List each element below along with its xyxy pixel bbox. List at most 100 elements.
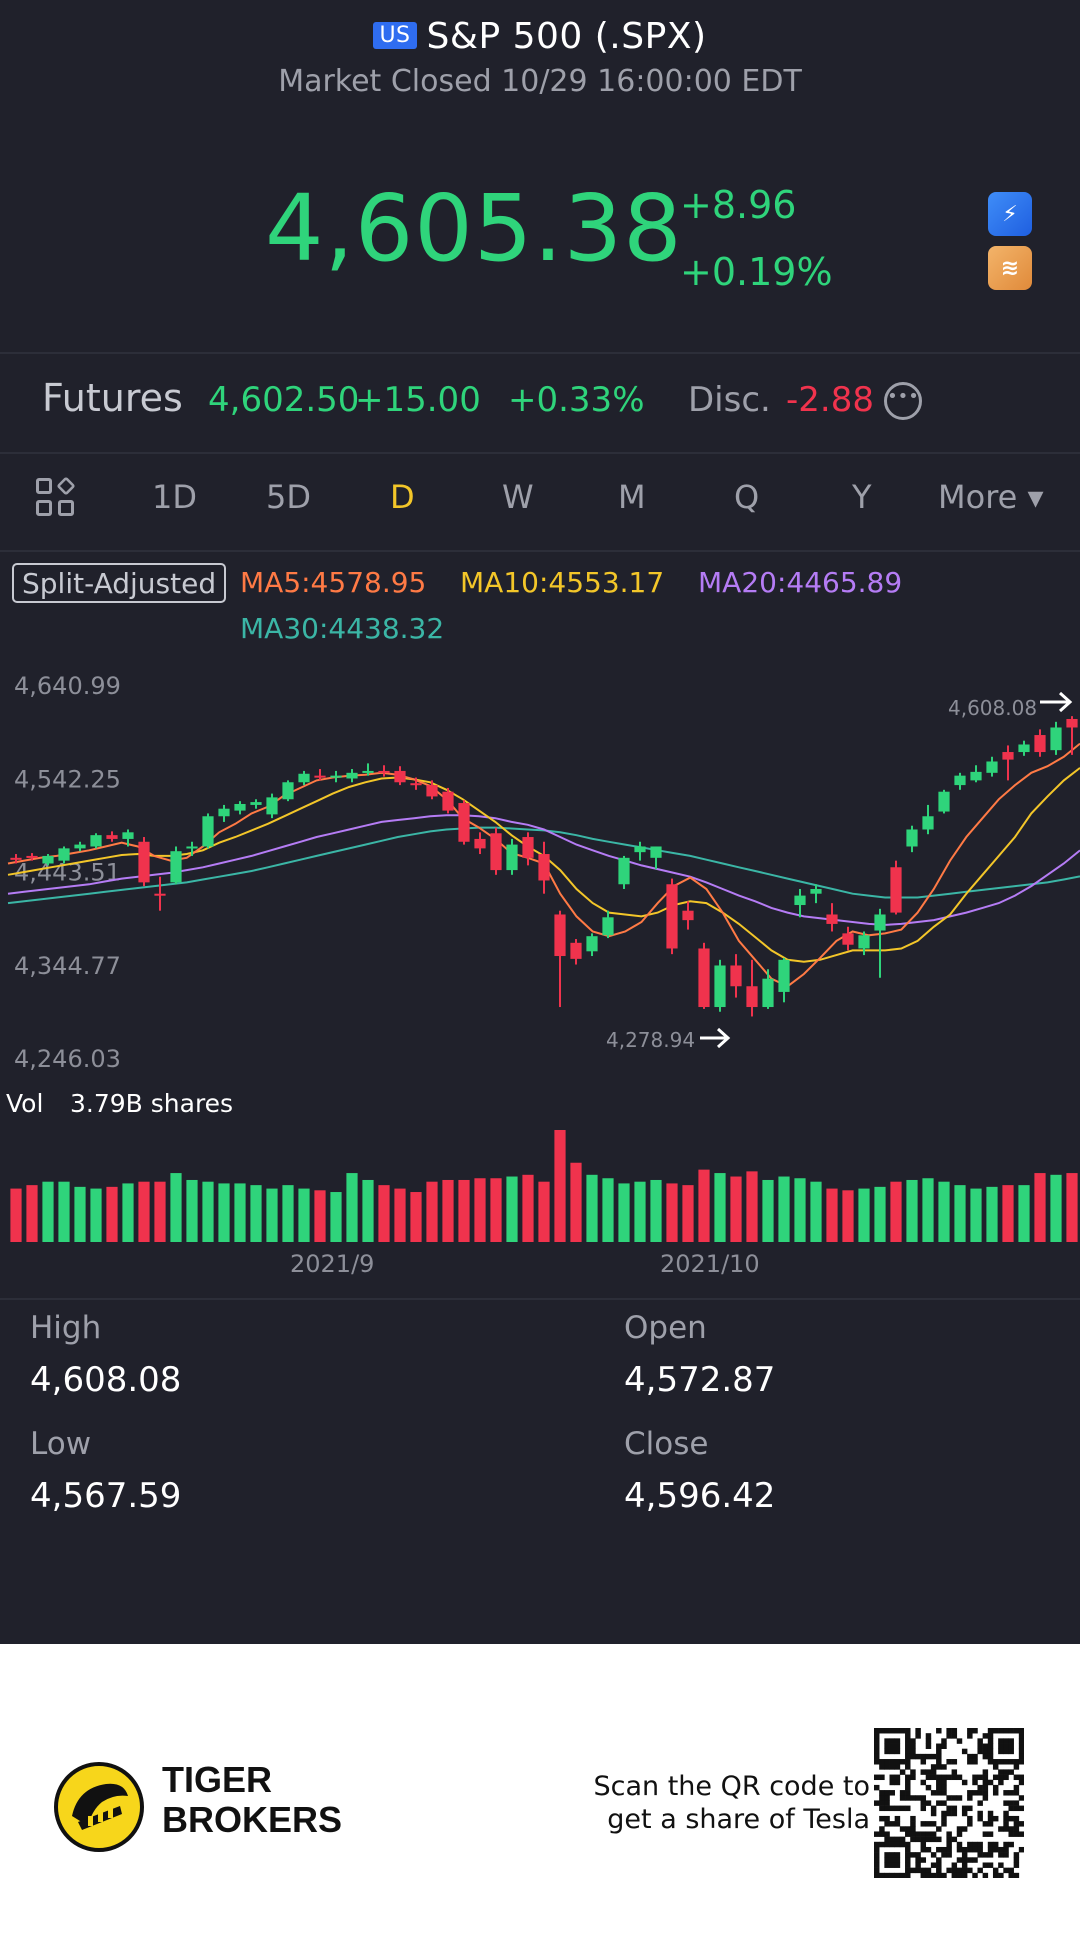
qr-module [905,1846,911,1853]
qr-module [920,1753,927,1760]
qr-module [936,1846,942,1853]
qr-module [967,1733,973,1739]
volume-bar [890,1181,902,1242]
qr-module [961,1857,968,1863]
qr-module [874,1753,880,1760]
qr-module [874,1872,880,1878]
qr-module [1003,1774,1009,1781]
qr-module [920,1759,927,1765]
qr-module [951,1774,958,1781]
qr-module [977,1748,983,1755]
divider [0,550,1080,552]
ma20-legend: MA20:4465.89 [698,566,903,599]
qr-module [894,1738,901,1744]
qr-module [998,1743,1004,1749]
qr-module [987,1821,994,1827]
candle-body [186,846,198,849]
qr-module [936,1862,942,1868]
qr-module [972,1759,978,1765]
qr-module [1003,1846,1009,1853]
qr-module [884,1764,890,1770]
qr-module [905,1779,911,1786]
qr-module [936,1867,942,1874]
qr-module [998,1846,1004,1853]
more-options-icon[interactable]: ••• [884,382,922,420]
futures-row[interactable]: Futures 4,602.50 +15.00 +0.33% Disc. -2.… [0,372,1080,432]
split-adjusted-toggle[interactable]: Split-Adjusted [12,563,227,603]
qr-module [992,1759,999,1765]
candle-body [954,775,966,786]
qr-module [1003,1769,1009,1775]
qr-module [946,1805,952,1812]
qr-module [879,1805,885,1812]
qr-module [910,1836,916,1843]
period-tabs: 1D 5D D W M Q Y More ▾ [0,470,1080,530]
candle-body [90,835,102,847]
volume-bar [746,1171,758,1242]
qr-module [920,1872,927,1878]
volume-bar [1050,1174,1062,1242]
x-axis-label: 2021/9 [290,1250,374,1278]
volume-bar [26,1185,38,1242]
tab-1d[interactable]: 1D [152,478,197,516]
ohlc-stats: High 4,608.08 Open 4,572.87 Low 4,567.59… [0,1300,1080,1640]
low-arrow-icon [700,1027,731,1049]
volume-bar [826,1188,838,1242]
qr-module [894,1728,901,1734]
y-tick-label: 4,640.99 [14,672,121,700]
volume-bar [778,1176,790,1242]
y-tick-label: 4,542.25 [14,765,121,793]
qr-module [899,1805,906,1812]
layers-icon[interactable]: ≋ [988,246,1032,290]
tab-5d[interactable]: 5D [266,478,311,516]
qr-module [920,1795,927,1801]
qr-module [936,1784,942,1791]
qr-module [874,1774,880,1781]
tab-more[interactable]: More ▾ [938,478,1044,516]
volume-bar [170,1173,182,1242]
tab-month[interactable]: M [618,478,646,516]
qr-module [874,1841,880,1848]
volume-bar [218,1183,230,1242]
futures-value: 4,602.50 [208,380,360,420]
lightning-icon[interactable]: ⚡ [988,192,1032,236]
tab-day[interactable]: D [390,478,415,516]
qr-module [905,1753,911,1760]
qr-module [910,1769,916,1775]
qr-module [889,1862,895,1868]
qr-module [1003,1790,1009,1796]
chart-layout-icon[interactable] [36,476,78,520]
qr-module [967,1805,973,1812]
qr-module [884,1728,890,1734]
volume-bar [426,1181,438,1242]
qr-module [1008,1805,1014,1812]
qr-module [951,1769,958,1775]
qr-module [910,1826,916,1832]
qr-module [930,1774,937,1781]
qr-module [936,1872,942,1878]
qr-module [961,1846,968,1853]
qr-module [910,1815,916,1822]
qr-module [982,1779,989,1786]
qr-module [879,1815,885,1822]
qr-module [874,1846,880,1853]
qr-module [956,1738,963,1744]
qr-module [967,1790,973,1796]
qr-module [905,1867,911,1874]
qr-module [977,1810,983,1817]
candle-body [746,986,758,1008]
qr-module [884,1815,890,1822]
qr-module [987,1841,994,1848]
qr-code[interactable] [874,1728,1024,1878]
qr-module [1003,1821,1009,1827]
tab-year[interactable]: Y [852,478,872,516]
qr-module [941,1846,947,1853]
candlestick-chart[interactable]: 4,640.994,542.254,443.514,344.774,246.03… [0,650,1080,1300]
qr-module [884,1841,890,1848]
qr-module [879,1826,885,1832]
tab-week[interactable]: W [502,478,534,516]
qr-module [894,1774,901,1781]
tab-quarter[interactable]: Q [734,478,760,516]
qr-module [884,1821,890,1827]
volume-bar [42,1181,54,1242]
